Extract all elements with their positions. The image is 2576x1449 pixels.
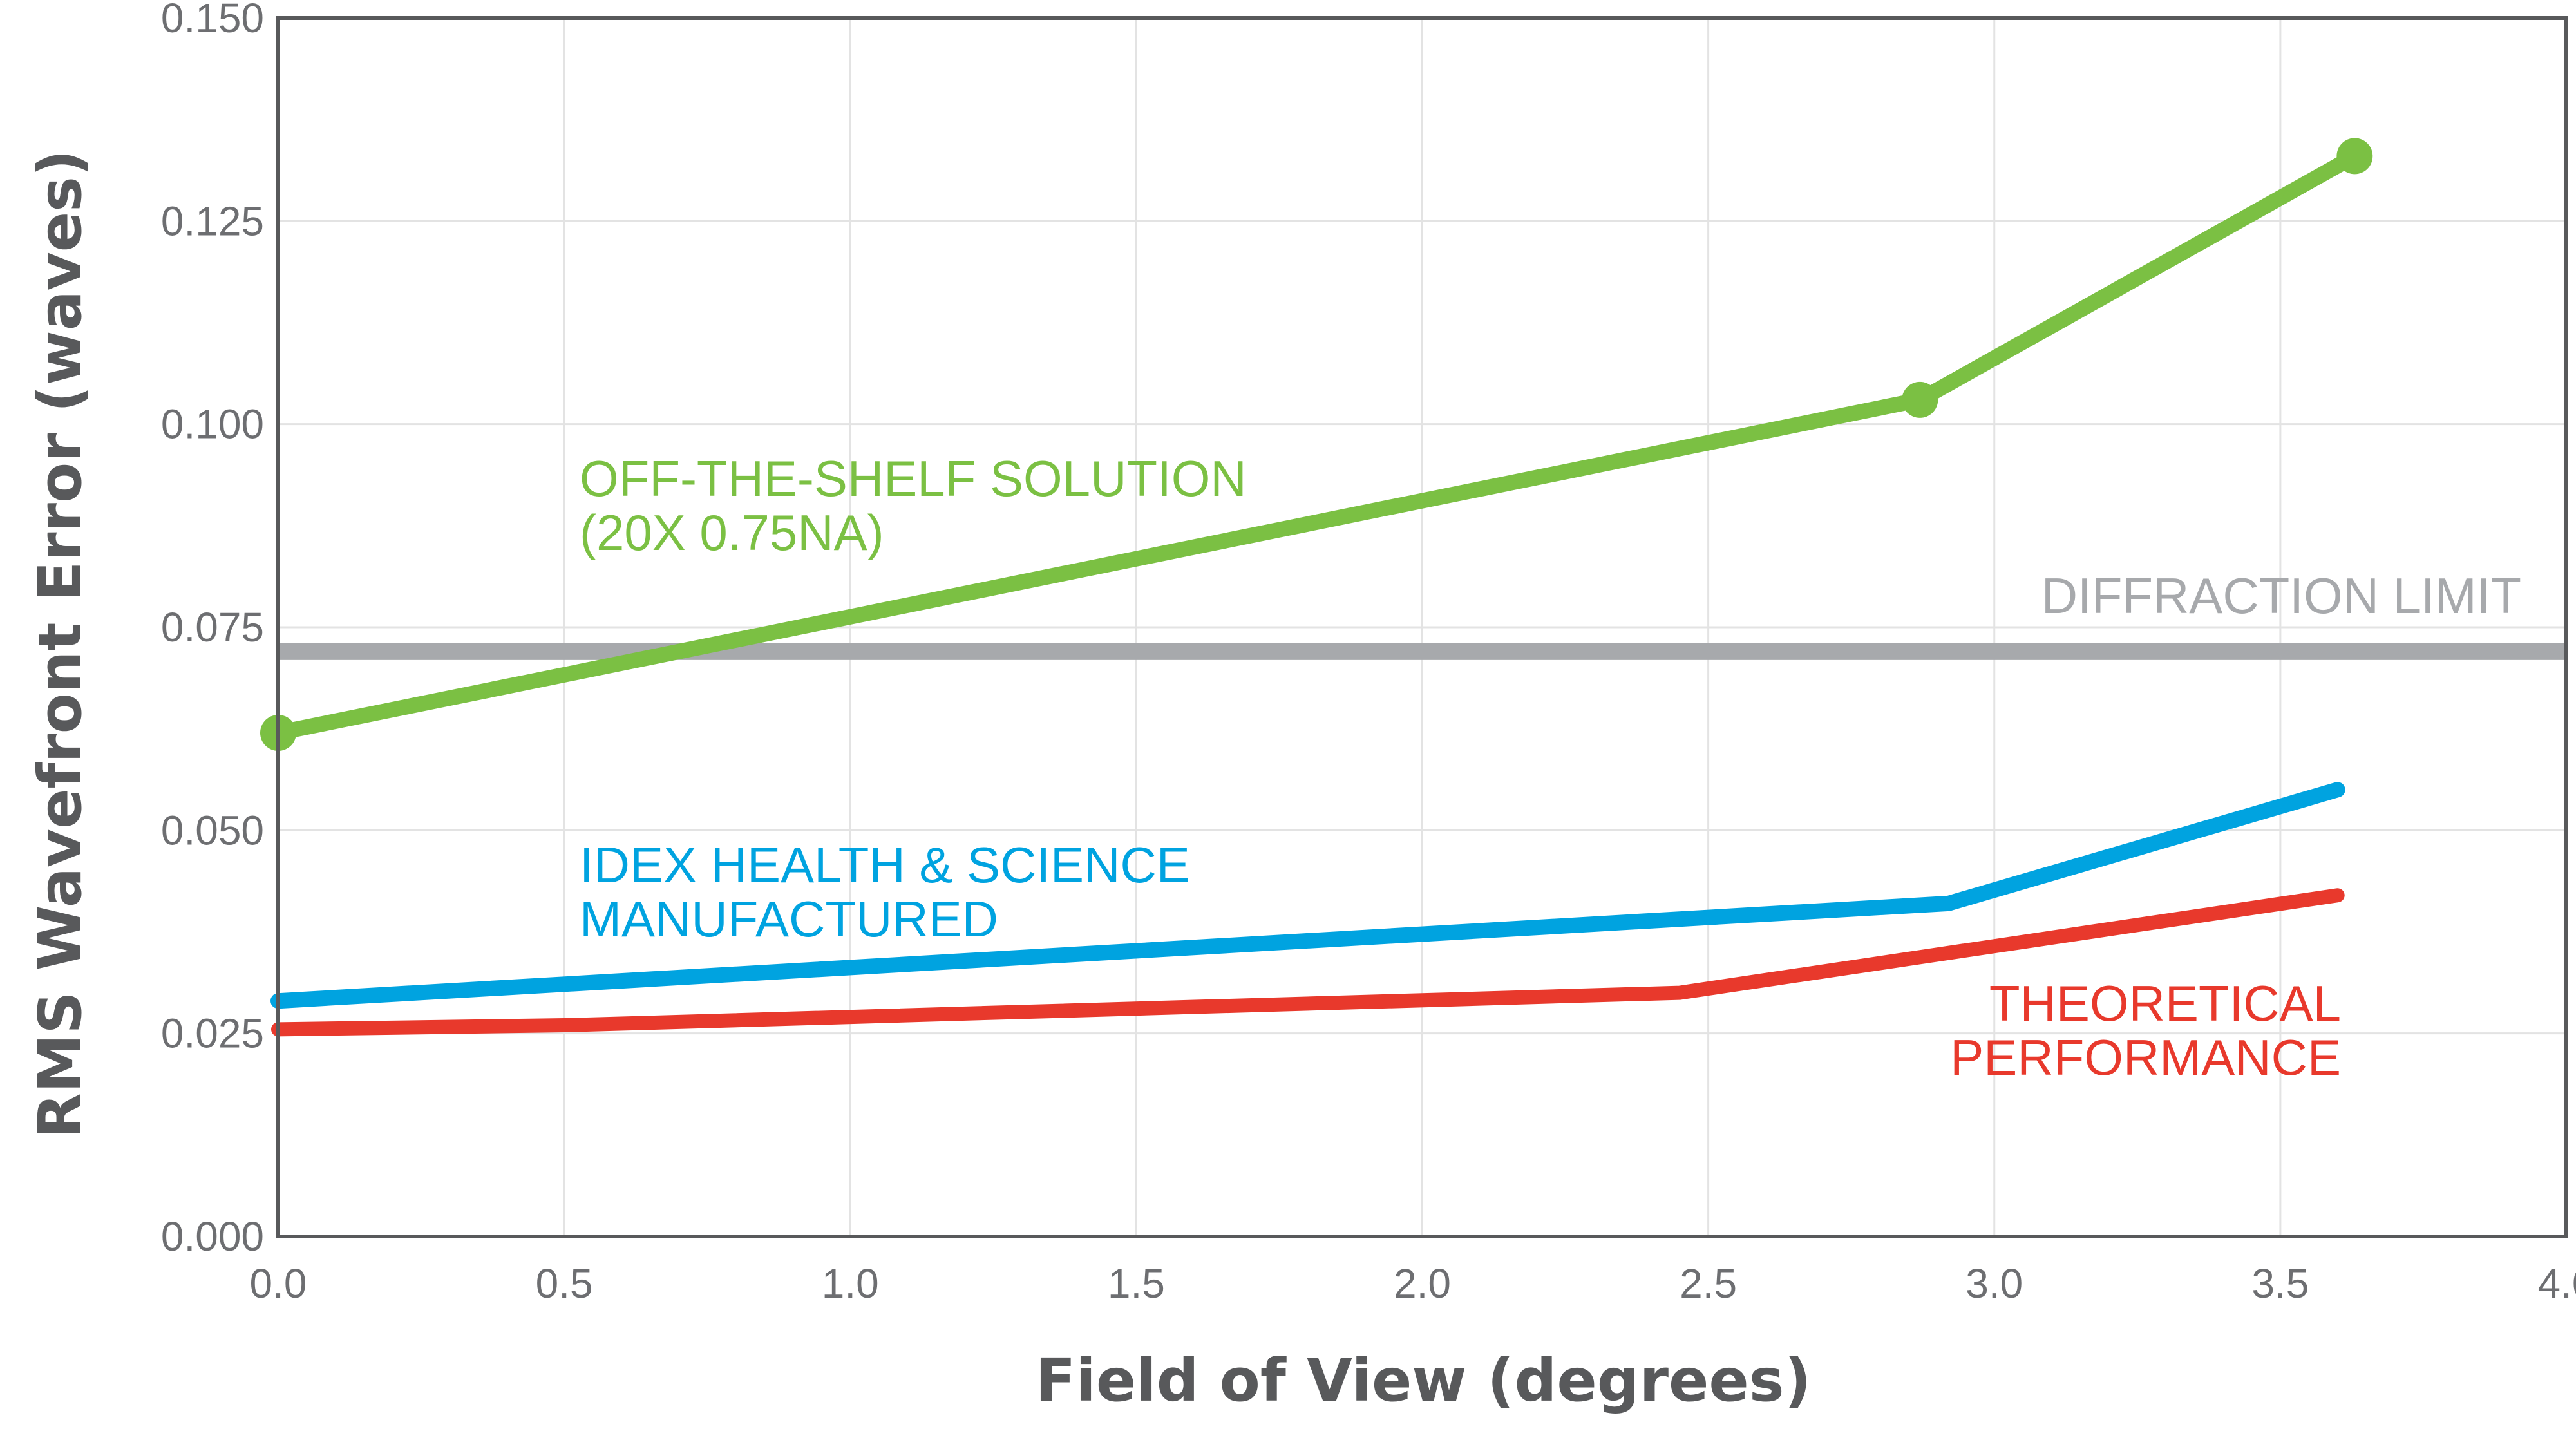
data-point-offshelf [2336, 138, 2373, 175]
diffraction-limit-label: DIFFRACTION LIMIT [2041, 567, 2521, 624]
series-label-theoretical: PERFORMANCE [1950, 1029, 2341, 1086]
series-label-idex: IDEX HEALTH & SCIENCE [580, 837, 1190, 893]
x-tick-label: 2.5 [1680, 1260, 1737, 1307]
series-label-theoretical: THEORETICAL [1989, 975, 2341, 1032]
series-line-idex [270, 782, 2345, 1009]
y-tick-label: 0.000 [161, 1213, 264, 1260]
series-label-offshelf: (20X 0.75NA) [580, 504, 884, 561]
x-tick-label: 3.0 [1965, 1260, 2023, 1307]
series-line-theoretical [271, 888, 2345, 1037]
x-tick-label: 2.0 [1394, 1260, 1451, 1307]
y-tick-label: 0.100 [161, 401, 264, 448]
x-tick-label: 4.0 [2538, 1260, 2576, 1307]
x-tick-label: 0.0 [250, 1260, 307, 1307]
y-tick-label: 0.050 [161, 807, 264, 853]
y-tick-label: 0.150 [161, 0, 264, 41]
series-label-idex: MANUFACTURED [580, 891, 998, 947]
y-axis-label: RMS Wavefront Error (waves) [26, 149, 95, 1139]
y-tick-label: 0.075 [161, 604, 264, 650]
x-tick-label: 3.5 [2251, 1260, 2309, 1307]
x-axis-label: Field of View (degrees) [1035, 1346, 1811, 1415]
y-tick-label: 0.125 [161, 198, 264, 244]
x-axis-ticks: 0.0 0.5 1.0 1.5 2.0 2.5 3.0 3.5 4.0 [250, 1260, 2576, 1307]
y-axis-ticks: 0.000 0.025 0.050 0.075 0.100 0.125 0.150 [161, 0, 264, 1260]
series-labels: OFF-THE-SHELF SOLUTION(20X 0.75NA) IDEX H… [580, 450, 2521, 1086]
y-tick-label: 0.025 [161, 1010, 264, 1057]
x-tick-label: 1.0 [822, 1260, 879, 1307]
series-group [260, 138, 2373, 1037]
x-tick-label: 0.5 [536, 1260, 593, 1307]
plot-frame [276, 16, 2568, 1238]
series-label-offshelf: OFF-THE-SHELF SOLUTION [580, 450, 1247, 507]
data-point-offshelf [1902, 381, 1938, 418]
x-tick-label: 1.5 [1108, 1260, 1165, 1307]
